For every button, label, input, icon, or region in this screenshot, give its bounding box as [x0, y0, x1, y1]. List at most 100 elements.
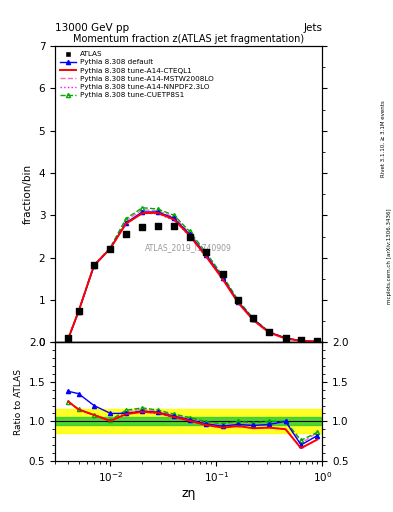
Pythia 8.308 default — [299, 338, 303, 344]
Pythia 8.308 default — [123, 220, 128, 226]
Pythia 8.308 tune-A14-MSTW2008LO — [155, 208, 160, 214]
Pythia 8.308 default — [204, 252, 208, 258]
Pythia 8.308 tune-A14-CTEQL1 — [92, 262, 96, 268]
Pythia 8.308 tune-A14-NNPDF2.3LO — [187, 233, 192, 239]
Pythia 8.308 tune-A14-MSTW2008LO — [140, 207, 145, 213]
ATLAS — [171, 222, 177, 230]
Pythia 8.308 tune-A14-NNPDF2.3LO — [172, 218, 176, 224]
Pythia 8.308 default — [172, 215, 176, 221]
ATLAS — [187, 232, 193, 241]
ATLAS — [65, 334, 72, 343]
Pythia 8.308 tune-A14-CTEQL1 — [172, 217, 176, 223]
Pythia 8.308 tune-A14-MSTW2008LO — [66, 335, 71, 342]
ATLAS — [298, 336, 304, 344]
ATLAS — [154, 221, 161, 229]
Pythia 8.308 tune-A14-NNPDF2.3LO — [267, 330, 272, 336]
Pythia 8.308 default — [140, 209, 145, 215]
Pythia 8.308 default — [66, 336, 71, 342]
Pythia 8.308 tune-A14-NNPDF2.3LO — [155, 210, 160, 217]
Pythia 8.308 tune-CUETP8S1 — [251, 315, 256, 322]
Pythia 8.308 tune-A14-NNPDF2.3LO — [123, 220, 128, 226]
Pythia 8.308 tune-A14-MSTW2008LO — [76, 308, 81, 314]
Pythia 8.308 tune-A14-CTEQL1 — [235, 300, 240, 306]
ATLAS — [139, 223, 145, 231]
Pythia 8.308 tune-CUETP8S1 — [66, 335, 71, 342]
Pythia 8.308 tune-A14-MSTW2008LO — [172, 214, 176, 220]
Pythia 8.308 tune-A14-CTEQL1 — [251, 317, 256, 324]
Pythia 8.308 tune-CUETP8S1 — [155, 206, 160, 212]
Pythia 8.308 default — [251, 316, 256, 323]
Line: Pythia 8.308 tune-A14-NNPDF2.3LO: Pythia 8.308 tune-A14-NNPDF2.3LO — [68, 213, 318, 342]
Pythia 8.308 tune-CUETP8S1 — [108, 244, 113, 250]
Pythia 8.308 tune-A14-MSTW2008LO — [267, 329, 272, 335]
ATLAS — [203, 248, 209, 257]
Line: Pythia 8.308 tune-CUETP8S1: Pythia 8.308 tune-CUETP8S1 — [66, 206, 320, 344]
Text: Jets: Jets — [303, 23, 322, 33]
Pythia 8.308 default — [92, 263, 96, 269]
Pythia 8.308 tune-A14-MSTW2008LO — [220, 274, 225, 280]
Pythia 8.308 tune-A14-MSTW2008LO — [283, 335, 288, 341]
Pythia 8.308 default — [267, 329, 272, 335]
Pythia 8.308 default — [155, 209, 160, 215]
ATLAS — [266, 328, 272, 336]
Pythia 8.308 tune-A14-NNPDF2.3LO — [251, 317, 256, 324]
Pythia 8.308 tune-CUETP8S1 — [315, 338, 320, 345]
ATLAS — [283, 334, 289, 342]
Pythia 8.308 tune-A14-NNPDF2.3LO — [76, 308, 81, 314]
Pythia 8.308 tune-A14-CTEQL1 — [204, 253, 208, 260]
Pythia 8.308 tune-CUETP8S1 — [299, 337, 303, 344]
Pythia 8.308 tune-A14-MSTW2008LO — [315, 338, 320, 345]
Line: Pythia 8.308 default: Pythia 8.308 default — [66, 210, 320, 344]
Pythia 8.308 tune-A14-NNPDF2.3LO — [92, 262, 96, 268]
Pythia 8.308 default — [283, 335, 288, 341]
ATLAS — [91, 261, 97, 269]
Pythia 8.308 tune-A14-CTEQL1 — [220, 276, 225, 282]
Pythia 8.308 tune-A14-CTEQL1 — [108, 245, 113, 251]
Pythia 8.308 tune-A14-MSTW2008LO — [235, 298, 240, 304]
Line: Pythia 8.308 tune-A14-CTEQL1: Pythia 8.308 tune-A14-CTEQL1 — [68, 213, 318, 342]
Pythia 8.308 default — [220, 275, 225, 281]
Pythia 8.308 tune-CUETP8S1 — [76, 308, 81, 314]
Pythia 8.308 tune-A14-CTEQL1 — [267, 330, 272, 336]
Pythia 8.308 tune-CUETP8S1 — [123, 216, 128, 222]
Text: 13000 GeV pp: 13000 GeV pp — [55, 23, 129, 33]
ATLAS — [220, 270, 226, 278]
Pythia 8.308 tune-CUETP8S1 — [283, 335, 288, 341]
Pythia 8.308 tune-A14-MSTW2008LO — [204, 251, 208, 258]
Pythia 8.308 tune-A14-MSTW2008LO — [251, 316, 256, 322]
Pythia 8.308 tune-CUETP8S1 — [235, 297, 240, 303]
Pythia 8.308 tune-A14-MSTW2008LO — [187, 230, 192, 236]
Text: Rivet 3.1.10, ≥ 3.1M events: Rivet 3.1.10, ≥ 3.1M events — [381, 100, 386, 177]
ATLAS — [123, 230, 129, 238]
ATLAS — [250, 314, 257, 322]
Text: ATLAS_2019_I1740909: ATLAS_2019_I1740909 — [145, 243, 232, 252]
Pythia 8.308 default — [187, 231, 192, 238]
Pythia 8.308 default — [315, 338, 320, 345]
Pythia 8.308 tune-CUETP8S1 — [267, 329, 272, 335]
Pythia 8.308 tune-A14-CTEQL1 — [66, 335, 71, 342]
Pythia 8.308 tune-A14-MSTW2008LO — [299, 338, 303, 344]
Pythia 8.308 tune-CUETP8S1 — [187, 228, 192, 234]
X-axis label: zη: zη — [182, 487, 196, 500]
Pythia 8.308 tune-A14-NNPDF2.3LO — [283, 335, 288, 342]
Pythia 8.308 tune-A14-NNPDF2.3LO — [299, 338, 303, 344]
Pythia 8.308 tune-A14-NNPDF2.3LO — [108, 245, 113, 251]
Pythia 8.308 tune-A14-NNPDF2.3LO — [315, 338, 320, 345]
Y-axis label: fraction/bin: fraction/bin — [23, 164, 33, 224]
Pythia 8.308 tune-A14-CTEQL1 — [140, 210, 145, 216]
Pythia 8.308 tune-A14-CTEQL1 — [283, 335, 288, 342]
Pythia 8.308 tune-A14-CTEQL1 — [155, 210, 160, 216]
Pythia 8.308 tune-A14-CTEQL1 — [123, 221, 128, 227]
Pythia 8.308 tune-A14-NNPDF2.3LO — [235, 300, 240, 306]
Pythia 8.308 default — [76, 309, 81, 315]
Text: mcplots.cern.ch [arXiv:1306.3436]: mcplots.cern.ch [arXiv:1306.3436] — [387, 208, 391, 304]
ATLAS — [314, 337, 321, 346]
Pythia 8.308 tune-A14-NNPDF2.3LO — [140, 210, 145, 216]
Pythia 8.308 tune-A14-CTEQL1 — [187, 232, 192, 239]
Pythia 8.308 tune-A14-CTEQL1 — [299, 338, 303, 344]
Y-axis label: Ratio to ATLAS: Ratio to ATLAS — [14, 369, 23, 435]
Pythia 8.308 tune-A14-CTEQL1 — [76, 308, 81, 314]
Pythia 8.308 tune-A14-MSTW2008LO — [92, 262, 96, 268]
Pythia 8.308 tune-A14-NNPDF2.3LO — [204, 254, 208, 260]
Pythia 8.308 tune-A14-CTEQL1 — [315, 338, 320, 345]
